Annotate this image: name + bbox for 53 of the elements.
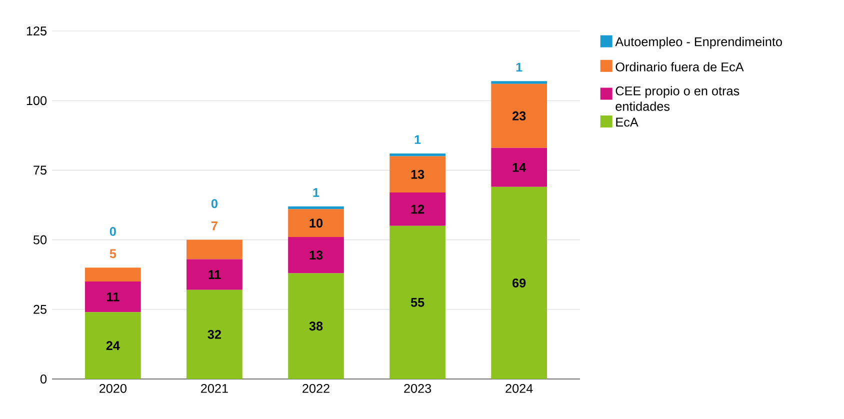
data-label: 11 — [208, 270, 221, 279]
y-tick-label: 50 — [33, 235, 47, 244]
y-tick-label: 75 — [34, 166, 46, 175]
bar — [491, 148, 548, 187]
x-tick-label: 2022 — [302, 384, 330, 393]
y-tick-label: 25 — [34, 304, 46, 314]
x-tick-label: 2024 — [506, 384, 533, 393]
data-label: 24 — [106, 341, 120, 350]
data-label: 23 — [512, 111, 526, 120]
bar — [491, 84, 548, 148]
bar — [186, 290, 242, 380]
bar — [288, 273, 344, 380]
data-label: 10 — [310, 218, 323, 228]
data-label: 1 — [516, 62, 522, 72]
legend-label: Ordinario fuera de EcA — [616, 62, 744, 72]
bar — [85, 268, 141, 282]
data-label: 13 — [411, 170, 424, 179]
bar — [390, 153, 446, 156]
data-label: 7 — [211, 222, 218, 230]
data-label: 0 — [110, 226, 116, 236]
x-tick-label: 2021 — [201, 384, 228, 393]
bar — [390, 226, 446, 380]
bar — [288, 206, 344, 210]
legend-label: CEE propio o en otras entidades — [616, 86, 740, 111]
bar — [390, 156, 446, 192]
data-label: 5 — [110, 249, 116, 258]
bar — [491, 186, 548, 380]
data-label: 14 — [512, 163, 526, 172]
y-tick-label: 0 — [40, 374, 47, 384]
x-tick-label: 2020 — [99, 384, 127, 393]
data-label: 11 — [107, 292, 120, 302]
x-tick-label: 2023 — [404, 384, 432, 393]
data-label: 1 — [414, 135, 421, 144]
data-label: 32 — [208, 330, 221, 339]
bar — [186, 259, 242, 290]
legend-label: Autoempleo - Enprendimeinto — [615, 36, 782, 49]
data-label: 0 — [211, 199, 218, 208]
data-label: 1 — [313, 188, 320, 197]
data-label: 38 — [309, 322, 323, 331]
y-tick-label: 100 — [26, 96, 47, 106]
bar — [85, 312, 141, 380]
data-label: 55 — [410, 298, 424, 307]
data-label: 69 — [512, 278, 526, 288]
bar — [186, 240, 242, 260]
bar — [85, 282, 141, 312]
data-label: 13 — [310, 250, 323, 260]
bar — [491, 81, 548, 84]
bar — [288, 209, 344, 238]
y-tick-label: 125 — [26, 26, 46, 36]
bar — [390, 192, 446, 226]
data-label: 12 — [411, 204, 424, 214]
legend-label: EcA — [616, 118, 638, 127]
bar — [288, 237, 344, 274]
